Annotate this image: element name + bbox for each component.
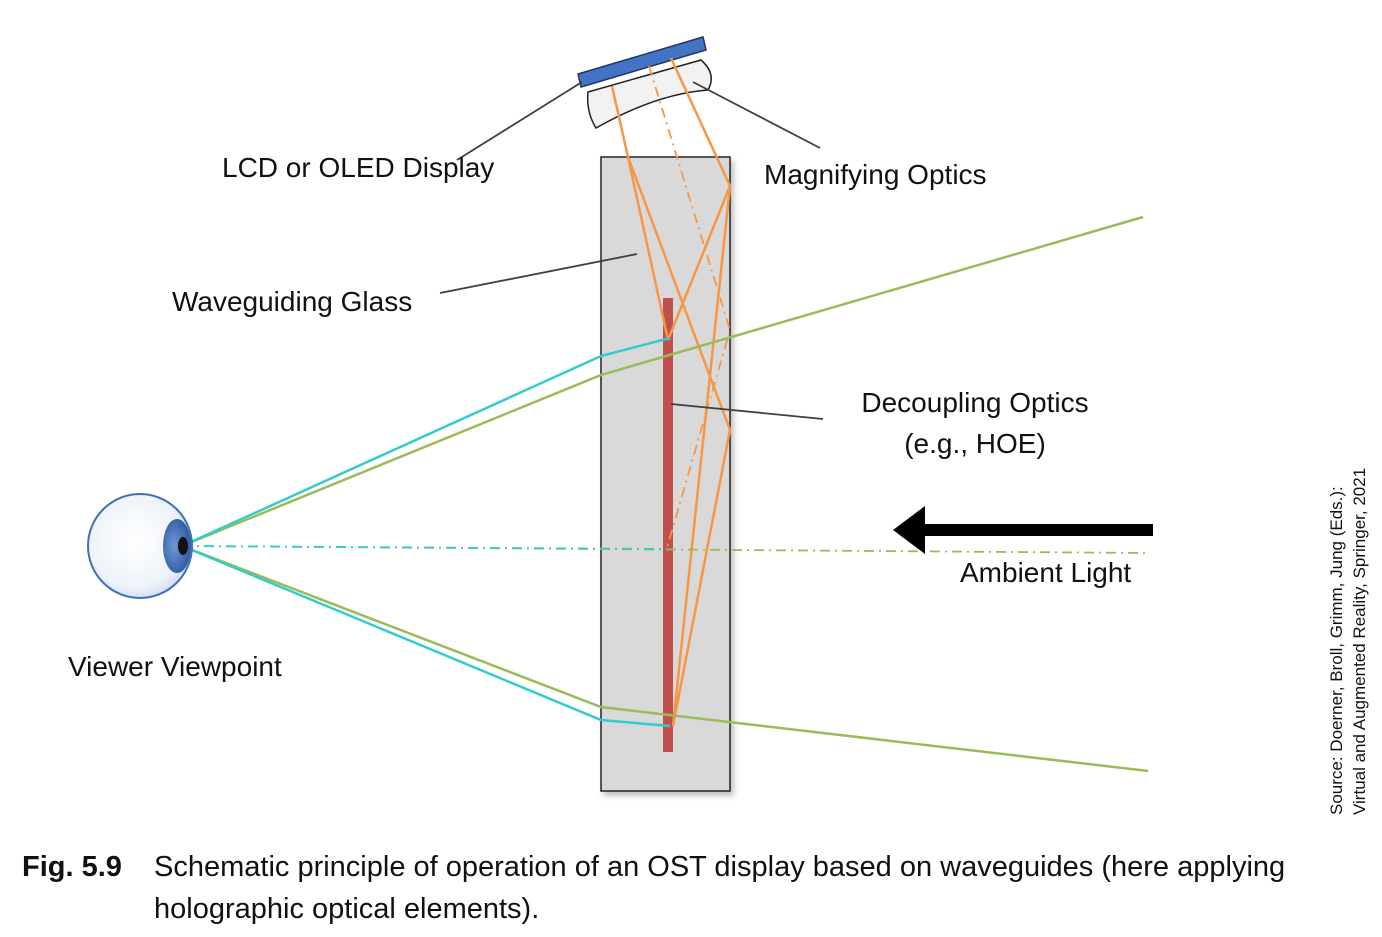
hoe-element	[663, 298, 673, 752]
ambient-arrow-icon	[893, 506, 1153, 554]
virtual-center-ray	[181, 545, 668, 550]
decoupling-sublabel: (e.g., HOE)	[904, 428, 1046, 459]
eye-icon	[87, 493, 193, 599]
optics-label: Magnifying Optics	[764, 159, 987, 190]
figure-caption-text: Schematic principle of operation of an O…	[154, 851, 1286, 925]
virtual-image-rays	[181, 336, 671, 728]
decoupling-label: Decoupling Optics	[861, 387, 1088, 418]
figure-caption: Fig. 5.9 Schematic principle of operatio…	[22, 846, 1362, 930]
ambient-label: Ambient Light	[960, 557, 1131, 588]
ambient-rays	[181, 215, 1149, 773]
source-line-2: Virtual and Augmented Reality, Springer,…	[1350, 468, 1369, 815]
viewer-label: Viewer Viewpoint	[68, 651, 282, 682]
figure-number: Fig. 5.9	[22, 851, 122, 883]
source-line-1: Source: Doerner, Broll, Grimm, Jung (Eds…	[1327, 486, 1346, 815]
glass-label: Waveguiding Glass	[172, 286, 412, 317]
display-label: LCD or OLED Display	[222, 152, 494, 183]
display-center-ray	[648, 65, 731, 549]
display-rays	[610, 57, 732, 727]
leader-lines	[439, 81, 824, 420]
source-citation: Source: Doerner, Broll, Grimm, Jung (Eds…	[1327, 468, 1369, 815]
